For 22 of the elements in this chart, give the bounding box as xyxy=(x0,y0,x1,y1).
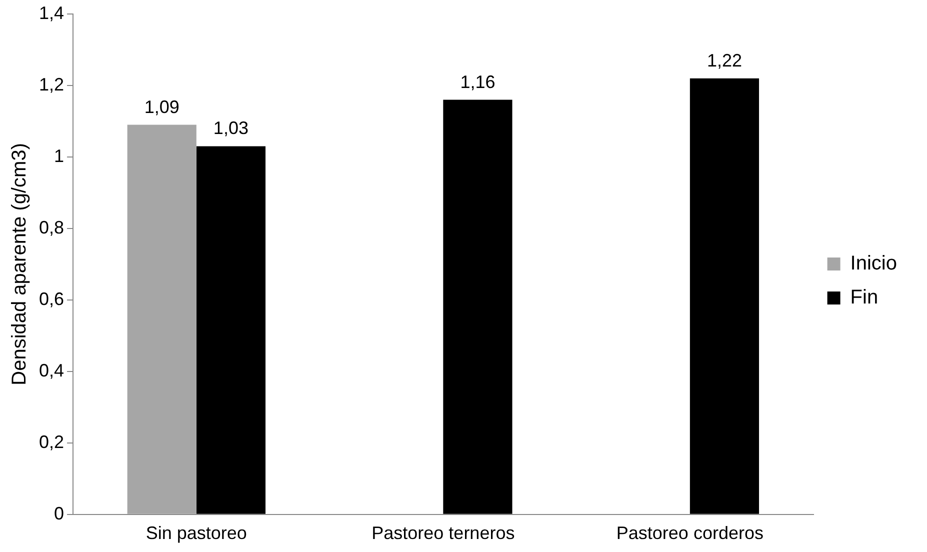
x-tick-label: Sin pastoreo xyxy=(146,523,247,544)
y-tick-label: 0,6 xyxy=(38,288,64,309)
data-label: 1,22 xyxy=(706,50,742,70)
x-tick-label: Pastoreo corderos xyxy=(616,523,764,544)
y-axis-title: Densidad aparente (g/cm3) xyxy=(8,143,31,386)
bar xyxy=(196,146,266,514)
y-tick-label: 1,4 xyxy=(38,2,64,23)
data-label: 1,09 xyxy=(144,96,180,117)
legend-label: Fin xyxy=(850,286,878,309)
y-tick-label: 1 xyxy=(54,146,64,166)
y-tick-label: 0,2 xyxy=(38,432,64,452)
bar xyxy=(443,100,512,514)
legend-label: Inicio xyxy=(850,252,898,275)
bar xyxy=(690,78,760,514)
y-tick-label: 0,8 xyxy=(38,217,64,238)
y-tick-label: 0 xyxy=(54,503,64,524)
x-tick-label: Pastoreo terneros xyxy=(372,523,515,544)
y-tick-label: 0,4 xyxy=(38,360,64,380)
data-label: 1,16 xyxy=(460,72,496,92)
y-tick-label: 1,2 xyxy=(38,74,64,94)
data-label: 1,03 xyxy=(213,118,248,138)
bar xyxy=(127,124,196,514)
